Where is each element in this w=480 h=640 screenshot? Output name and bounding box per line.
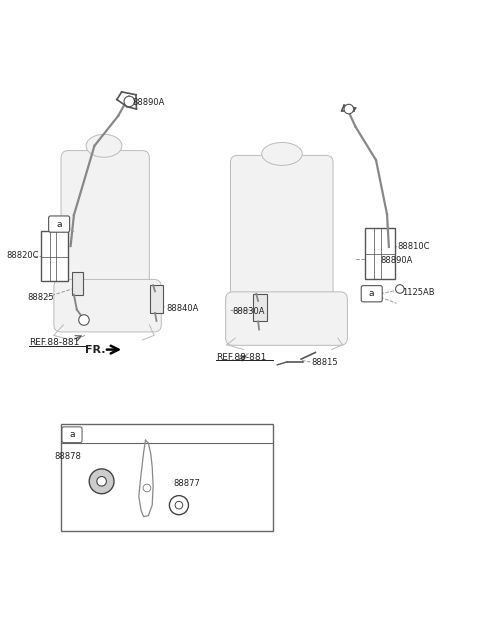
Ellipse shape <box>262 143 302 165</box>
Text: 88877: 88877 <box>173 479 200 488</box>
Text: 88810C: 88810C <box>397 241 430 250</box>
Text: 88878: 88878 <box>55 451 82 461</box>
Text: 88825: 88825 <box>28 292 54 301</box>
Bar <box>150 285 163 313</box>
Text: 1125AB: 1125AB <box>402 288 435 297</box>
Text: a: a <box>56 220 62 228</box>
Circle shape <box>143 484 151 492</box>
Ellipse shape <box>86 134 122 157</box>
Bar <box>72 272 84 294</box>
FancyBboxPatch shape <box>54 280 161 332</box>
Text: FR.: FR. <box>85 344 106 355</box>
Circle shape <box>169 495 189 515</box>
Text: 88840A: 88840A <box>166 303 198 312</box>
Circle shape <box>396 285 404 293</box>
Bar <box>365 228 395 280</box>
Text: 88820C: 88820C <box>6 251 39 260</box>
FancyBboxPatch shape <box>226 292 348 346</box>
FancyBboxPatch shape <box>48 216 70 232</box>
Text: REF.88-881: REF.88-881 <box>29 339 80 348</box>
Circle shape <box>175 501 183 509</box>
Circle shape <box>97 477 107 486</box>
FancyBboxPatch shape <box>62 427 82 443</box>
Text: 88890A: 88890A <box>381 256 413 265</box>
Circle shape <box>89 469 114 493</box>
FancyBboxPatch shape <box>361 285 382 302</box>
FancyBboxPatch shape <box>61 150 149 301</box>
Text: REF.88-881: REF.88-881 <box>216 353 266 362</box>
Text: 88815: 88815 <box>312 358 338 367</box>
Bar <box>253 294 267 321</box>
Text: 88890A: 88890A <box>132 99 165 108</box>
Circle shape <box>124 96 134 107</box>
Circle shape <box>344 104 354 114</box>
Bar <box>61 424 274 531</box>
Text: a: a <box>369 289 374 298</box>
Text: 88830A: 88830A <box>232 307 264 316</box>
Circle shape <box>79 315 89 325</box>
Text: a: a <box>69 430 75 439</box>
Bar <box>40 231 68 281</box>
FancyBboxPatch shape <box>230 156 333 310</box>
